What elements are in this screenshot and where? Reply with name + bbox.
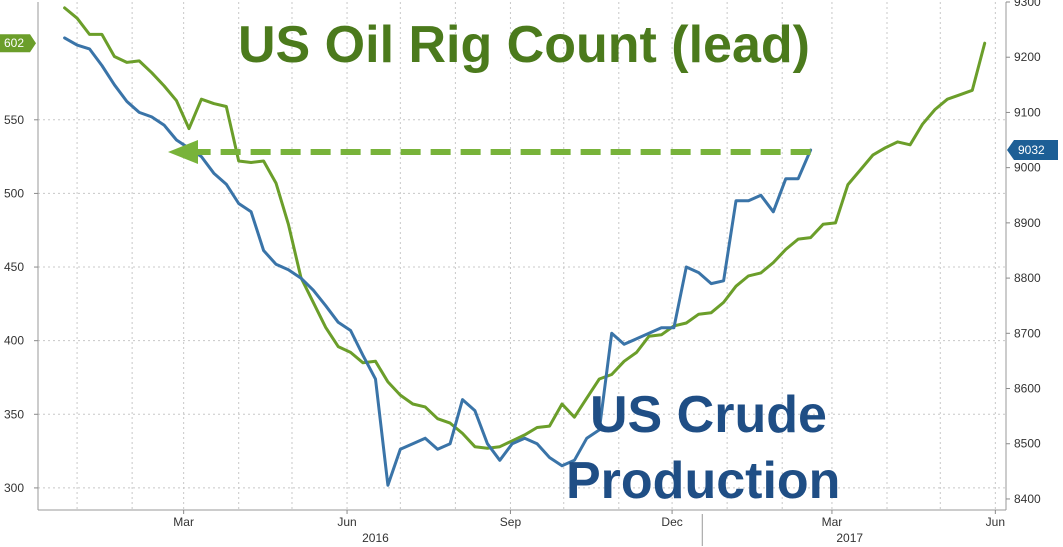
production-title-line2: Production [566,452,840,510]
x-tick-label: Mar [173,515,194,529]
right-tick-label: 8400 [1014,492,1041,506]
series-lines [63,6,987,487]
lead-arrow [168,140,811,164]
rig-count-title: US Oil Rig Count (lead) [238,16,810,74]
last-value-tags: 602 9032 [0,34,1058,160]
left-tick-label: 300 [4,481,24,495]
right-tick-label: 9200 [1014,50,1041,64]
right-tick-label: 8500 [1014,437,1041,451]
left-y-axis: 300 350 400 450 500 550 [4,113,38,495]
x-tick-label: Jun [337,515,356,529]
rig-count-line [63,6,987,450]
left-tick-label: 400 [4,334,24,348]
production-last-value: 9032 [1018,143,1045,157]
production-last-value-tag [1007,139,1058,160]
right-tick-label: 8900 [1014,216,1041,230]
x-tick-label: Mar [822,515,843,529]
x-tick-label: Dec [661,515,682,529]
right-tick-label: 8800 [1014,271,1041,285]
lead-arrow-head [168,140,198,164]
rig-count-last-value-tag [0,34,36,53]
right-tick-label: 9300 [1014,0,1041,9]
x-tick-label: Jun [986,515,1005,529]
right-tick-label: 9100 [1014,105,1041,119]
right-tick-label: 8600 [1014,382,1041,396]
gridlines [38,2,1006,510]
right-y-axis: 8400 8500 8600 8700 8800 8900 9000 9100 9200 9300 [1006,0,1041,506]
x-tick-label: Sep [500,515,522,529]
x-axis: Mar Jun Sep Dec Mar Jun 2016 2017 [173,510,1005,546]
left-tick-label: 450 [4,260,24,274]
left-tick-label: 500 [4,186,24,200]
left-tick-label: 550 [4,113,24,127]
right-tick-label: 8700 [1014,326,1041,340]
year-label: 2016 [362,531,389,545]
rig-count-last-value: 602 [4,36,24,50]
axes-frame [37,2,1007,511]
year-label: 2017 [836,531,863,545]
left-tick-label: 350 [4,407,24,421]
right-tick-label: 9000 [1014,161,1041,175]
production-title-line1: US Crude [590,386,827,444]
